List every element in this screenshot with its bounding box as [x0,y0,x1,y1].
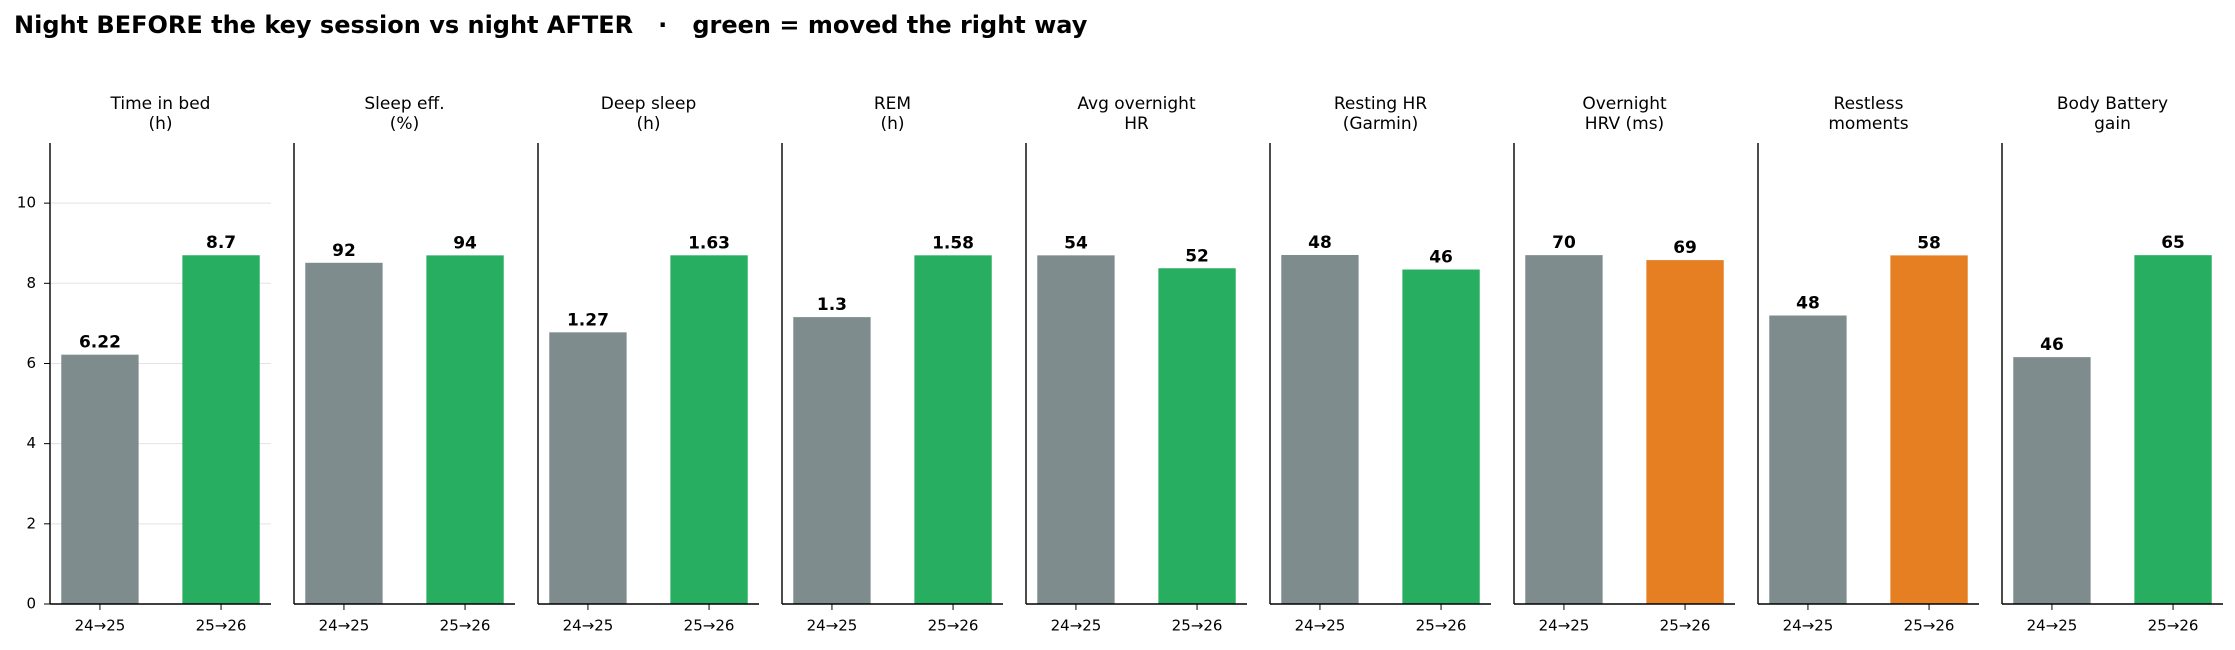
value-label: 8.7 [206,233,236,253]
panel-title: (%) [390,114,419,134]
value-label: 1.3 [817,295,847,315]
bar [61,354,139,604]
x-tick-label: 24→25 [319,617,370,635]
panel-title: Body Battery [2057,94,2168,114]
panel-title: moments [1828,114,1908,134]
panel-title: Resting HR [1334,94,1428,114]
x-tick-label: 25→26 [1172,617,1223,635]
panel-title: (Garmin) [1343,114,1419,134]
x-tick-label: 25→26 [1904,617,1955,635]
panel-title: Time in bed [110,94,211,114]
value-label: 46 [2040,335,2064,355]
value-label: 94 [453,233,477,253]
y-tick-label: 2 [26,514,36,532]
y-tick-label: 10 [17,194,36,212]
value-label: 58 [1917,233,1941,253]
x-tick-label: 24→25 [1295,617,1346,635]
bar [1890,255,1968,604]
x-tick-label: 25→26 [928,617,979,635]
x-tick-label: 24→25 [1783,617,1834,635]
panel-title: Sleep eff. [364,94,444,114]
panel-title: (h) [636,114,660,134]
x-tick-label: 24→25 [75,617,126,635]
chart-title: Night BEFORE the key session vs night AF… [14,11,1088,39]
value-label: 52 [1185,246,1209,266]
panel-title: HRV (ms) [1585,114,1664,134]
value-label: 65 [2161,233,2185,253]
value-label: 46 [1429,248,1453,268]
x-tick-label: 24→25 [563,617,614,635]
x-tick-label: 25→26 [1660,617,1711,635]
value-label: 6.22 [79,333,121,353]
bar [182,255,260,605]
x-tick-label: 24→25 [2027,617,2078,635]
bar [2013,357,2091,604]
x-tick-label: 25→26 [2148,617,2199,635]
value-label: 48 [1796,293,1820,313]
panel-title: gain [2094,114,2131,134]
value-label: 92 [332,241,356,261]
value-label: 1.63 [688,233,730,253]
value-label: 1.58 [932,233,974,253]
panel-title: Overnight [1582,94,1667,114]
panel-title: HR [1124,114,1149,134]
panel-title: Avg overnight [1077,94,1196,114]
bar [1037,255,1115,604]
x-tick-label: 24→25 [807,617,858,635]
y-tick-label: 6 [26,354,36,372]
bar [1402,269,1480,604]
panel-title: Restless [1834,94,1904,114]
value-label: 1.27 [567,310,609,330]
x-tick-label: 24→25 [1539,617,1590,635]
bar [1769,315,1847,604]
bar [793,317,871,604]
bar [305,262,383,604]
bar [1158,268,1236,604]
x-tick-label: 25→26 [196,617,247,635]
bar [914,255,992,604]
bar [1646,260,1724,604]
bar [1525,255,1603,604]
x-tick-label: 25→26 [1416,617,1467,635]
value-label: 69 [1673,238,1697,258]
x-tick-label: 24→25 [1051,617,1102,635]
bar [549,332,627,604]
value-label: 48 [1308,233,1332,253]
value-label: 54 [1064,233,1088,253]
value-label: 70 [1552,233,1576,253]
panel-title: (h) [880,114,904,134]
bar [2134,255,2212,605]
y-tick-label: 4 [26,434,36,452]
x-tick-label: 25→26 [440,617,491,635]
panel-title: REM [874,94,911,114]
y-tick-label: 8 [26,274,36,292]
bar [670,255,748,604]
bar [1281,254,1359,605]
bar [426,255,504,604]
panel-title: (h) [148,114,172,134]
x-tick-label: 25→26 [684,617,735,635]
y-tick-label: 0 [26,595,36,613]
panel-title: Deep sleep [601,94,697,114]
